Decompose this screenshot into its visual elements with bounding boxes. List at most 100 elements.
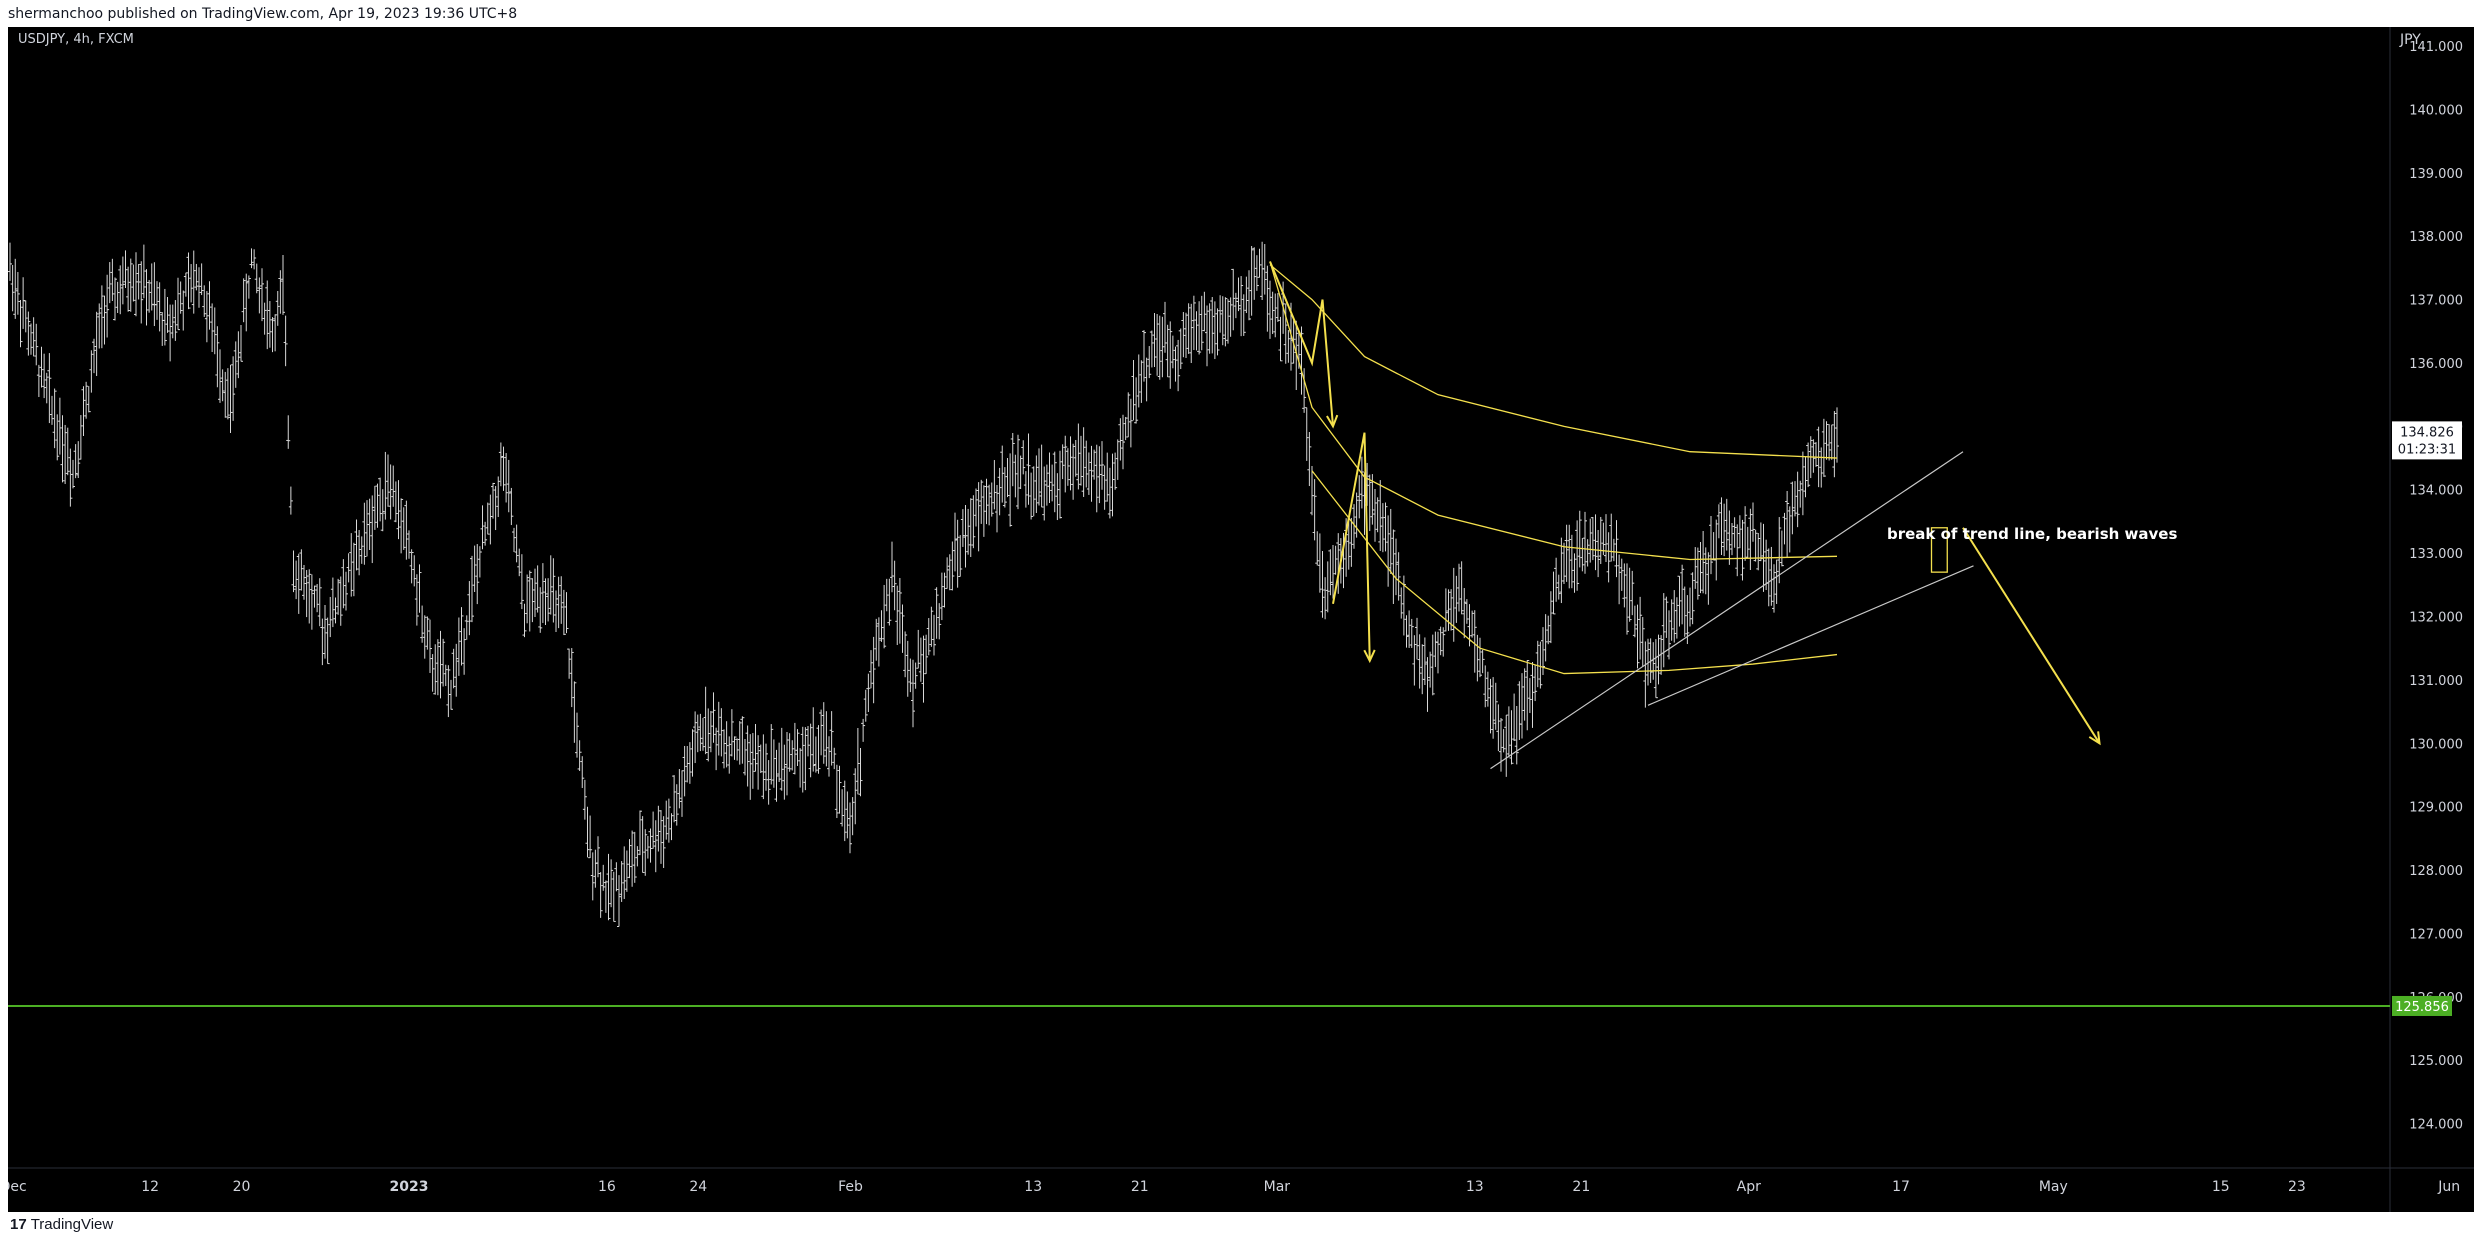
ohlc-bar (407, 530, 411, 559)
symbol-label[interactable]: USDJPY, 4h, FXCM (18, 32, 134, 47)
ohlc-bar (832, 747, 837, 770)
ohlc-bar (1417, 634, 1422, 689)
ohlc-bar (1415, 617, 1419, 660)
ohlc-bar (270, 317, 275, 353)
ohlc-bar (1454, 575, 1459, 623)
ohlc-bar (1391, 529, 1396, 604)
ohlc-bar (225, 368, 230, 420)
ohlc-bar (1525, 660, 1530, 731)
ohlc-bar (181, 290, 186, 331)
ohlc-bar (1722, 503, 1727, 557)
ohlc-bar (170, 304, 175, 339)
ohlc-bar (1002, 467, 1007, 508)
ohlc-bar (1748, 508, 1753, 571)
ohlc-bar (724, 721, 729, 768)
ohlc-bar (1585, 539, 1590, 567)
ohlc-bar (947, 554, 952, 591)
ohlc-bar (1008, 453, 1013, 527)
publish-info: shermanchoo published on TradingView.com… (8, 6, 518, 22)
ohlc-bar (102, 295, 107, 345)
ohlc-bar (73, 444, 78, 479)
ohlc-bar (1399, 587, 1404, 619)
annotation-group[interactable]: break of trend line, bearish waves (1887, 525, 2177, 543)
ohlc-bar (653, 820, 658, 873)
ohlc-bar (506, 459, 511, 513)
ohlc-bar (178, 281, 183, 314)
ohlc-bar (1189, 303, 1194, 364)
ohlc-bar (1218, 295, 1223, 333)
ohlc-bar (911, 659, 915, 728)
ohlc-bar (1522, 668, 1527, 721)
time-tick-label: Apr (1737, 1179, 1761, 1195)
ohlc-bar (1065, 448, 1070, 486)
tradingview-logo[interactable]: 17 TradingView (10, 1216, 113, 1233)
ohlc-bar (567, 648, 572, 679)
ohlc-bar (128, 258, 133, 312)
ohlc-bar (1107, 467, 1112, 519)
ohlc-bar (834, 764, 839, 819)
ohlc-bar (750, 732, 755, 789)
ohlc-bar (29, 323, 33, 355)
ohlc-bar (1058, 450, 1062, 519)
time-tick-label: Dec (8, 1179, 27, 1195)
ohlc-bar (1352, 504, 1356, 549)
ohlc-bar (433, 644, 438, 695)
ohlc-bar (491, 482, 495, 519)
ohlc-bar (514, 524, 519, 563)
ohlc-bar (472, 545, 477, 592)
chart-svg[interactable]: 124.000125.000126.000127.000128.000129.0… (8, 27, 2474, 1212)
ohlc-bar (1328, 549, 1333, 596)
ohlc-bar (651, 811, 656, 849)
ohlc-bar (1590, 517, 1595, 561)
ohlc-bar (601, 864, 606, 891)
ohlc-bar (1677, 575, 1682, 627)
ohlc-bar (779, 727, 784, 791)
ohlc-bar (1396, 552, 1401, 601)
ohlc-bar (1383, 502, 1388, 552)
ohlc-bar (808, 723, 813, 778)
time-tick-label: 17 (1892, 1179, 1910, 1195)
ohlc-bar (538, 587, 543, 633)
ohlc-bar (1026, 433, 1031, 505)
ohlc-bar (845, 791, 850, 839)
ohlc-bar (1278, 316, 1283, 362)
ohlc-bar (1635, 604, 1640, 669)
ohlc-bar (409, 549, 414, 584)
ohlc-bar (519, 554, 524, 610)
ohlc-bar (735, 738, 740, 761)
ohlc-bar (1499, 718, 1503, 772)
ohlc-bar (1535, 640, 1540, 688)
ohlc-bar (260, 268, 264, 322)
ohlc-bar (1606, 532, 1611, 583)
ohlc-bar (575, 712, 579, 758)
ohlc-bar (1346, 519, 1351, 570)
last-price-badge (2392, 421, 2462, 460)
chart-background (8, 27, 2474, 1212)
ohlc-bar (1050, 464, 1055, 502)
ohlc-bar (1212, 301, 1217, 360)
ohlc-bar (656, 805, 661, 852)
time-axis[interactable]: Dec 12 20 2023 16 24 Feb 13 21 Mar 13 21 Apr 17 May 15 2… (8, 1179, 2460, 1195)
ohlc-bar (1483, 665, 1488, 708)
ohlc-bar (829, 711, 834, 766)
price-tick-label: 131.000 (2409, 674, 2463, 689)
ohlc-bar (897, 578, 902, 644)
ohlc-bar (1622, 563, 1627, 608)
ohlc-bar (99, 285, 104, 349)
chart-frame[interactable]: 124.000125.000126.000127.000128.000129.0… (8, 27, 2474, 1212)
ohlc-bar (399, 498, 404, 554)
ohlc-bar (1378, 480, 1383, 551)
ohlc-bar (1333, 545, 1338, 575)
time-tick-label: Feb (838, 1179, 863, 1195)
ohlc-bar (1638, 596, 1643, 660)
bearish-target-arrow (1962, 527, 2101, 744)
ohlc-bar (286, 415, 291, 449)
ohlc-bar (477, 546, 482, 578)
ohlc-bar (246, 275, 251, 299)
ohlc-bar (446, 665, 451, 718)
ohlc-bar (609, 859, 614, 908)
ohlc-bar (672, 775, 677, 823)
ohlc-bar (950, 541, 955, 591)
ohlc-bar (1709, 516, 1713, 575)
ohlc-bar (850, 797, 855, 836)
